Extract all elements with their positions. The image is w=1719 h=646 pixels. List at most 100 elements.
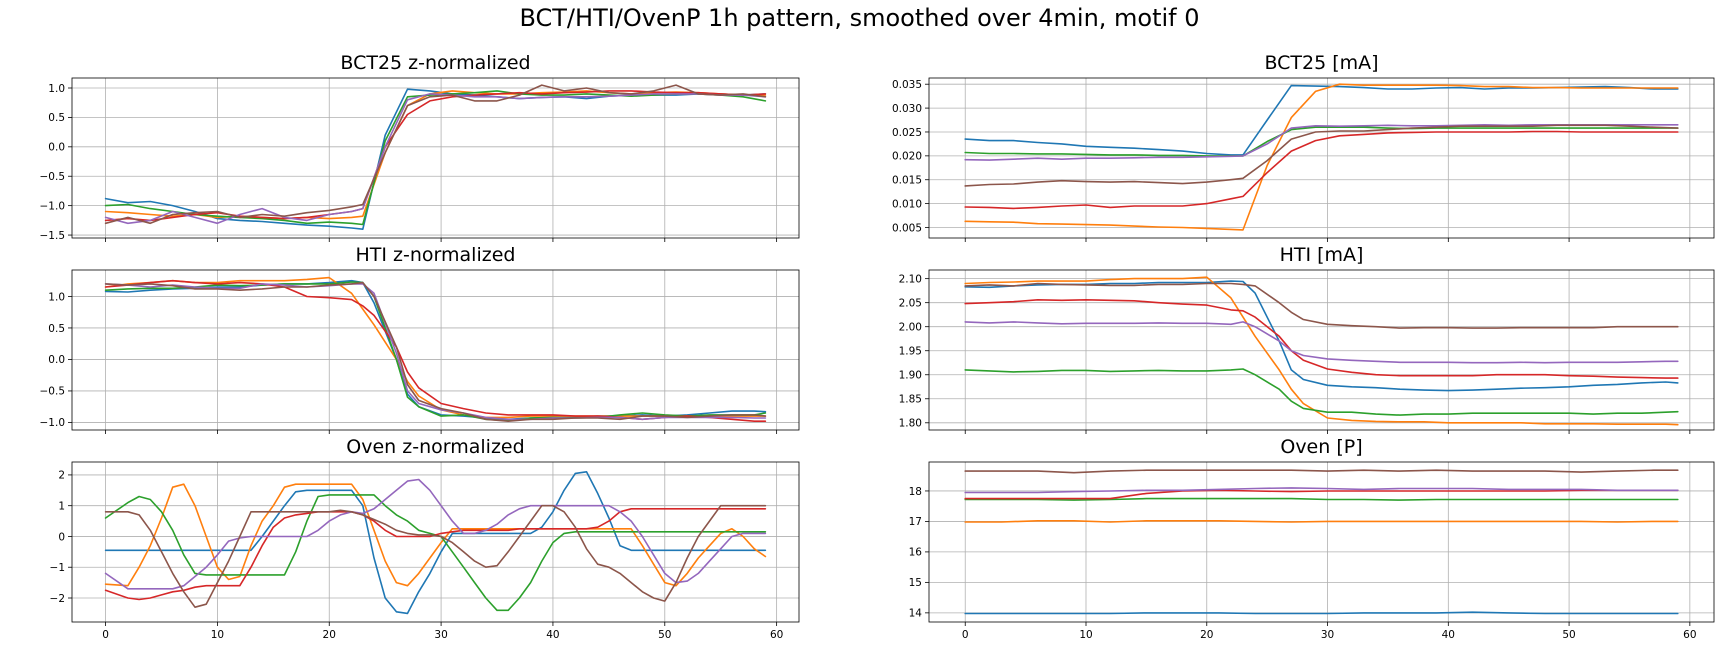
- y-tick-label: −1.0: [40, 417, 66, 429]
- gridlines: [929, 270, 1714, 430]
- x-tick-label: 10: [211, 629, 224, 641]
- series-line-5: [104, 283, 767, 421]
- y-tick-label: 1.0: [48, 83, 65, 95]
- series-line-6: [964, 124, 1679, 187]
- y-tick-label: 15: [909, 577, 922, 589]
- series-line-1: [104, 88, 767, 230]
- x-tick-label: 20: [323, 629, 336, 641]
- y-tick-label: −1.0: [40, 200, 66, 212]
- gridlines: [72, 78, 799, 238]
- y-tick-label: 0.025: [892, 127, 922, 139]
- y-tick-label: 2.05: [899, 297, 922, 309]
- y-tick-label: 0.5: [48, 323, 65, 335]
- series-line-6: [104, 504, 767, 609]
- series-line-2: [964, 519, 1679, 523]
- y-tick-label: 2.10: [899, 273, 922, 285]
- series-line-6: [104, 84, 767, 225]
- subplot-title-bct25-ma: BCT25 [mA]: [1264, 52, 1378, 74]
- figure-suptitle: BCT/HTI/OvenP 1h pattern, smoothed over …: [519, 4, 1199, 32]
- y-tick-label: −1: [50, 562, 65, 574]
- series-group: [964, 276, 1679, 426]
- y-tick-label: 1.80: [899, 418, 922, 430]
- series-line-3: [964, 497, 1679, 501]
- series-line-1: [964, 84, 1679, 156]
- x-tick-label: 30: [434, 629, 447, 641]
- y-tick-label: 0.5: [48, 112, 65, 124]
- series-line-5: [104, 93, 767, 225]
- y-tick-label: 2.00: [899, 321, 922, 333]
- y-tick-label: 1: [58, 500, 65, 512]
- series-line-4: [104, 507, 767, 601]
- gridlines: [929, 462, 1714, 622]
- x-tick-label: 40: [546, 629, 559, 641]
- y-tick-label: 0.035: [892, 79, 922, 91]
- series-line-3: [104, 90, 767, 226]
- series-line-4: [104, 90, 767, 222]
- y-tick-label: 0.010: [892, 198, 922, 210]
- subplot-title-oven-p: Oven [P]: [1280, 436, 1362, 458]
- series-line-5: [964, 487, 1679, 494]
- series-line-2: [104, 276, 767, 419]
- gridlines: [72, 462, 799, 622]
- x-tick-label: 60: [1683, 629, 1696, 641]
- y-tick-label: 0.015: [892, 175, 922, 187]
- series-group: [964, 83, 1679, 231]
- series-line-3: [964, 126, 1679, 157]
- y-tick-label: 14: [909, 608, 923, 620]
- series-group: [964, 469, 1679, 615]
- y-tick-label: 0.0: [48, 142, 65, 154]
- x-tick-label: 30: [1321, 629, 1334, 641]
- series-line-2: [964, 83, 1679, 231]
- subplot-bct25-ma: BCT25 [mA] 0.005 0.010 0.015 0.020 0.025 0.030…: [892, 52, 1715, 242]
- series-line-5: [964, 321, 1679, 364]
- series-line-1: [964, 611, 1679, 615]
- series-line-3: [104, 494, 767, 612]
- axes-frame: [928, 269, 1715, 431]
- series-group: [104, 276, 767, 423]
- y-tick-label: 2: [58, 470, 65, 482]
- series-line-3: [104, 281, 767, 422]
- axes-frame: [928, 77, 1715, 239]
- x-tick-label: 20: [1200, 629, 1213, 641]
- series-line-1: [964, 280, 1679, 392]
- y-tick-label: 0.030: [892, 103, 922, 115]
- subplot-oven-p: Oven [P] 0 10 20 30 40 50 60 14 15 16 17 18: [909, 436, 1715, 641]
- y-tick-label: −0.5: [40, 386, 66, 398]
- y-tick-label: 1.95: [899, 346, 922, 358]
- series-line-6: [964, 282, 1679, 329]
- x-tick-label: 0: [102, 629, 109, 641]
- subplot-title-hti-ma: HTI [mA]: [1280, 244, 1364, 266]
- series-line-6: [964, 469, 1679, 474]
- subplot-oven-z: Oven z-normalized 0 10 20 30 40 50 60 −2 −1 0 1 2: [50, 436, 800, 641]
- y-tick-label: 1.85: [899, 394, 922, 406]
- subplot-grid: BCT25 z-normalized −1.5 −1.0 −0.5 0.0 0.5 1.0 B…: [40, 52, 1715, 641]
- y-tick-label: 16: [909, 547, 923, 559]
- series-line-4: [964, 489, 1679, 500]
- y-tick-label: −1.5: [40, 230, 66, 242]
- y-tick-label: −2: [50, 593, 65, 605]
- series-line-1: [104, 279, 767, 421]
- series-group: [104, 470, 767, 615]
- subplot-hti-ma: HTI [mA] 1.80 1.85 1.90 1.95 2.00 2.05 2.10: [899, 244, 1715, 434]
- x-tick-label: 0: [962, 629, 969, 641]
- gridlines: [72, 270, 799, 430]
- series-line-4: [104, 279, 767, 423]
- series-line-5: [104, 478, 767, 590]
- subplot-title-oven-z: Oven z-normalized: [346, 436, 524, 458]
- series-line-2: [964, 276, 1679, 426]
- series-line-4: [964, 298, 1679, 379]
- y-tick-label: 1.90: [899, 370, 922, 382]
- axes-frame: [928, 461, 1715, 623]
- y-tick-label: 17: [909, 516, 922, 528]
- x-tick-label: 10: [1079, 629, 1092, 641]
- x-tick-label: 60: [770, 629, 783, 641]
- axes-frame: [71, 77, 800, 239]
- y-tick-label: 0.005: [892, 222, 922, 234]
- subplot-title-hti-z: HTI z-normalized: [356, 244, 516, 266]
- subplot-title-bct25-z: BCT25 z-normalized: [340, 52, 530, 74]
- axes-frame: [71, 269, 800, 431]
- y-tick-label: 18: [909, 486, 922, 498]
- series-line-2: [104, 90, 767, 220]
- series-line-4: [964, 130, 1679, 210]
